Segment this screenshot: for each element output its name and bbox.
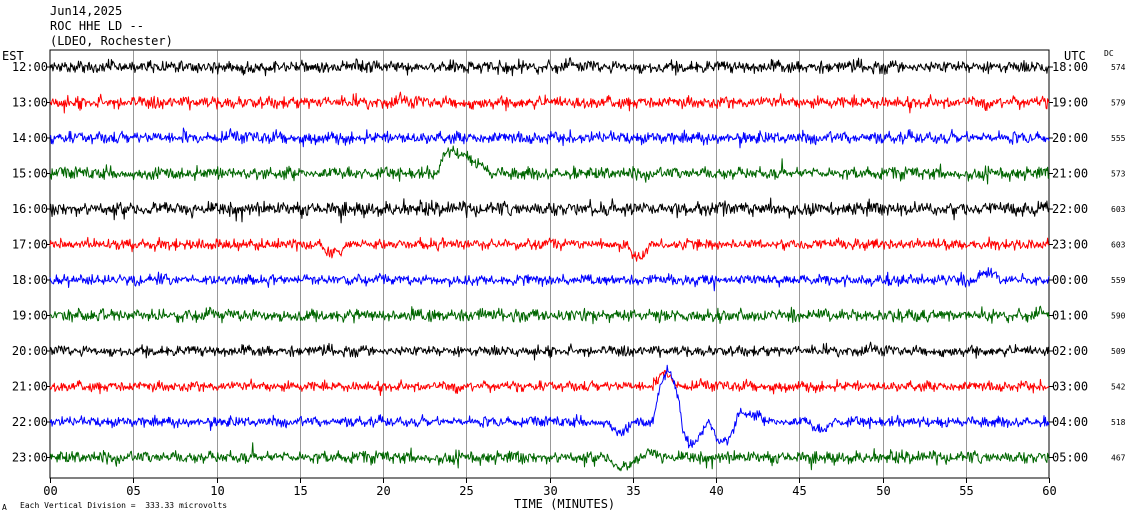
dc-value: 579 — [1111, 99, 1126, 108]
dc-value: 467 — [1111, 454, 1126, 463]
scale-note: Each Vertical Division = 333.33 microvol… — [20, 501, 228, 510]
utc-hour-label: 22:00 — [1052, 202, 1088, 216]
x-axis-title: TIME (MINUTES) — [514, 497, 616, 511]
x-tick-label: 15 — [293, 484, 307, 498]
utc-hour-label: 02:00 — [1052, 344, 1088, 358]
dc-value: 509 — [1111, 347, 1126, 356]
est-hour-label: 15:00 — [12, 167, 48, 181]
left-timezone-label: EST — [2, 49, 24, 63]
plot-frame — [49, 49, 1050, 479]
chart-date: Jun14,2025 — [50, 4, 123, 18]
utc-hour-label: 20:00 — [1052, 131, 1088, 145]
utc-hour-label: 04:00 — [1052, 415, 1088, 429]
dc-value: 518 — [1111, 418, 1126, 427]
utc-hour-label: 18:00 — [1052, 60, 1088, 74]
x-tick-label: 20 — [376, 484, 390, 498]
x-tick-label: 35 — [626, 484, 640, 498]
network-name: (LDEO, Rochester) — [50, 34, 173, 48]
seismic-trace — [49, 442, 1050, 472]
seismic-trace — [49, 197, 1050, 224]
dc-value: 590 — [1111, 312, 1126, 321]
x-tick-label: 05 — [126, 484, 140, 498]
dc-value: 555 — [1111, 134, 1126, 143]
x-tick-label: 00 — [43, 484, 57, 498]
seismic-trace — [49, 305, 1050, 325]
x-tick-label: 10 — [210, 484, 224, 498]
est-hour-label: 17:00 — [12, 238, 48, 252]
est-hour-label: 19:00 — [12, 309, 48, 323]
x-tick-label: 40 — [709, 484, 723, 498]
seismic-trace — [49, 369, 1050, 396]
est-hour-label: 22:00 — [12, 415, 48, 429]
seismic-trace — [49, 127, 1050, 149]
est-hour-label: 12:00 — [12, 60, 48, 74]
utc-hour-label: 01:00 — [1052, 309, 1088, 323]
right-timezone-label: UTC — [1064, 49, 1086, 63]
x-tick-label: 25 — [459, 484, 473, 498]
seismic-trace — [49, 341, 1050, 361]
plot-grid — [46, 49, 1053, 483]
x-tick-label: 30 — [543, 484, 557, 498]
utc-hour-label: 00:00 — [1052, 273, 1088, 287]
x-tick-label: 60 — [1042, 484, 1056, 498]
seismic-trace — [49, 364, 1050, 449]
utc-hour-label: 21:00 — [1052, 167, 1088, 181]
est-hour-label: 14:00 — [12, 131, 48, 145]
dc-column-label: DC — [1104, 49, 1114, 58]
utc-hour-label: 05:00 — [1052, 451, 1088, 465]
dc-value: 542 — [1111, 383, 1126, 392]
seismic-trace — [49, 236, 1050, 262]
seismic-trace — [49, 57, 1050, 77]
est-hour-label: 13:00 — [12, 96, 48, 110]
dc-value: 559 — [1111, 276, 1126, 285]
x-tick-label: 50 — [876, 484, 890, 498]
station-name: ROC HHE LD -- — [50, 19, 144, 33]
est-hour-label: 21:00 — [12, 380, 48, 394]
est-hour-label: 20:00 — [12, 344, 48, 358]
seismic-trace — [49, 145, 1050, 185]
est-hour-label: 18:00 — [12, 273, 48, 287]
corner-mark: A — [2, 503, 7, 512]
est-hour-label: 23:00 — [12, 451, 48, 465]
axis-labels: 00 05 10 15 20 25 30 35 40 45 50 55 60 12:00 18:00 574 1… — [12, 60, 1126, 498]
trace-layer — [49, 57, 1050, 472]
utc-hour-label: 19:00 — [1052, 96, 1088, 110]
dc-value: 603 — [1111, 205, 1126, 214]
est-hour-label: 16:00 — [12, 202, 48, 216]
seismic-trace — [49, 91, 1050, 114]
utc-hour-label: 23:00 — [1052, 238, 1088, 252]
x-tick-label: 55 — [959, 484, 973, 498]
dc-value: 574 — [1111, 63, 1126, 72]
utc-hour-label: 03:00 — [1052, 380, 1088, 394]
dc-value: 603 — [1111, 241, 1126, 250]
seismic-trace — [49, 267, 1050, 292]
x-tick-label: 45 — [792, 484, 806, 498]
dc-value: 573 — [1111, 170, 1126, 179]
